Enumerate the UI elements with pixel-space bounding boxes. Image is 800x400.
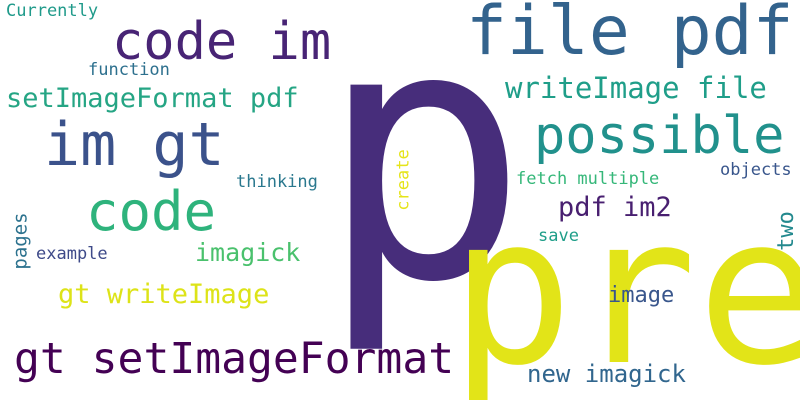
word-code-im: code im — [112, 12, 332, 72]
word-writeimage-file: writeImage file — [505, 71, 767, 105]
word-im-gt: im gt — [44, 110, 225, 180]
word-file-pdf: file pdf — [466, 0, 794, 71]
word-pre: pre — [450, 173, 800, 400]
word-gt-setimageformat: gt setImageFormat — [14, 334, 455, 384]
word-save: save — [538, 226, 579, 246]
word-function: function — [88, 60, 170, 80]
word-new-imagick: new imagick — [527, 360, 686, 388]
word-p: p — [318, 0, 529, 359]
word-pages: pages — [9, 212, 32, 270]
word-imagick: imagick — [195, 238, 301, 267]
word-image: image — [608, 283, 675, 308]
word-create: create — [393, 149, 414, 211]
word-setimageformat-pdf: setImageFormat pdf — [6, 83, 299, 114]
word-gt-writeimage: gt writeImage — [58, 279, 270, 310]
word-possible: possible — [534, 106, 785, 166]
word-pdf-im2: pdf im2 — [558, 192, 672, 223]
word-two: two — [774, 211, 799, 251]
word-code: code — [86, 180, 217, 243]
word-example: example — [36, 244, 108, 264]
word-currently: Currently — [6, 1, 99, 21]
word-thinking: thinking — [236, 172, 318, 192]
word-fetch-multiple: fetch multiple — [516, 169, 660, 189]
word-objects: objects — [720, 160, 792, 180]
